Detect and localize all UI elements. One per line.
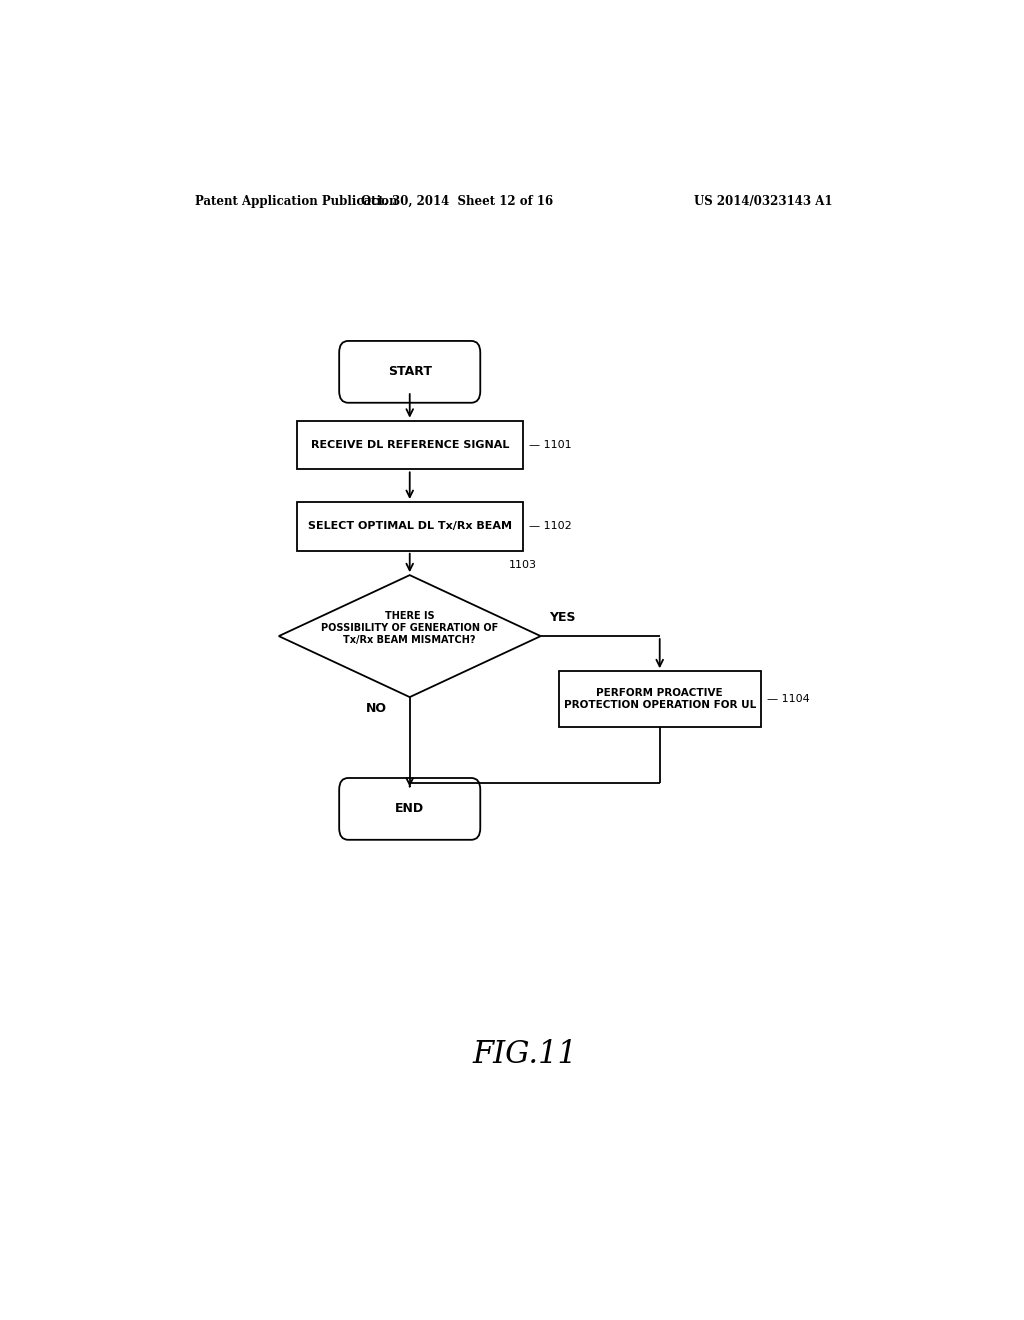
Text: — 1101: — 1101 bbox=[529, 440, 571, 450]
Bar bbox=[558, 671, 761, 727]
Text: THERE IS
POSSIBILITY OF GENERATION OF
Tx/Rx BEAM MISMATCH?: THERE IS POSSIBILITY OF GENERATION OF Tx… bbox=[322, 611, 499, 644]
FancyBboxPatch shape bbox=[339, 341, 480, 403]
Text: — 1104: — 1104 bbox=[767, 694, 810, 704]
Text: END: END bbox=[395, 803, 424, 816]
Text: YES: YES bbox=[549, 611, 575, 624]
Text: 1103: 1103 bbox=[509, 560, 537, 570]
FancyBboxPatch shape bbox=[339, 777, 480, 840]
Text: START: START bbox=[388, 366, 432, 379]
Text: Patent Application Publication: Patent Application Publication bbox=[196, 194, 398, 207]
Polygon shape bbox=[279, 576, 541, 697]
Bar bbox=[297, 421, 523, 470]
Text: FIG.11: FIG.11 bbox=[472, 1039, 578, 1071]
Text: SELECT OPTIMAL DL Tx/Rx BEAM: SELECT OPTIMAL DL Tx/Rx BEAM bbox=[308, 521, 512, 532]
Text: NO: NO bbox=[367, 702, 387, 715]
Text: Oct. 30, 2014  Sheet 12 of 16: Oct. 30, 2014 Sheet 12 of 16 bbox=[361, 194, 553, 207]
Text: RECEIVE DL REFERENCE SIGNAL: RECEIVE DL REFERENCE SIGNAL bbox=[310, 440, 509, 450]
Text: — 1102: — 1102 bbox=[529, 521, 572, 532]
Text: PERFORM PROACTIVE
PROTECTION OPERATION FOR UL: PERFORM PROACTIVE PROTECTION OPERATION F… bbox=[563, 688, 756, 710]
Text: US 2014/0323143 A1: US 2014/0323143 A1 bbox=[693, 194, 833, 207]
Bar bbox=[297, 502, 523, 550]
